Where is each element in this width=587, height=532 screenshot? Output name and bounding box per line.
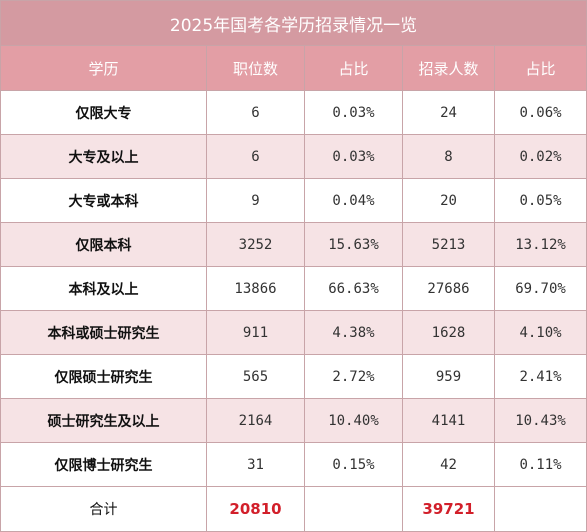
education-cell: 本科及以上: [0, 266, 207, 311]
total-label: 合计: [0, 486, 207, 532]
hires-share-cell: 2.41%: [493, 354, 587, 399]
table-title: 2025年国考各学历招录情况一览: [0, 0, 587, 46]
header-positions: 职位数: [206, 45, 305, 91]
table-row: 仅限大专 6 0.03% 24 0.06%: [0, 90, 587, 135]
total-hires: 39721: [402, 486, 495, 532]
hires-cell: 5213: [402, 222, 495, 267]
positions-cell: 6: [206, 134, 305, 179]
positions-cell: 6: [206, 90, 305, 135]
hires-cell: 1628: [402, 310, 495, 355]
total-row: 合计 20810 39721: [0, 486, 587, 532]
hires-cell: 42: [402, 442, 495, 487]
positions-cell: 31: [206, 442, 305, 487]
table-row: 本科及以上 13866 66.63% 27686 69.70%: [0, 266, 587, 311]
table-row: 硕士研究生及以上 2164 10.40% 4141 10.43%: [0, 398, 587, 443]
table-row: 大专及以上 6 0.03% 8 0.02%: [0, 134, 587, 179]
hires-cell: 24: [402, 90, 495, 135]
education-cell: 仅限博士研究生: [0, 442, 207, 487]
positions-share-cell: 15.63%: [304, 222, 403, 267]
positions-share-cell: 66.63%: [304, 266, 403, 311]
hires-share-cell: 13.12%: [493, 222, 587, 267]
education-cell: 硕士研究生及以上: [0, 398, 207, 443]
positions-share-cell: 10.40%: [304, 398, 403, 443]
education-cell: 仅限硕士研究生: [0, 354, 207, 399]
table-title-row: 2025年国考各学历招录情况一览: [0, 0, 587, 46]
hires-share-cell: 4.10%: [493, 310, 587, 355]
positions-share-cell: 0.15%: [304, 442, 403, 487]
positions-share-cell: 0.03%: [304, 134, 403, 179]
hires-share-cell: 0.06%: [493, 90, 587, 135]
positions-cell: 565: [206, 354, 305, 399]
hires-cell: 8: [402, 134, 495, 179]
positions-share-cell: 2.72%: [304, 354, 403, 399]
table-row: 仅限本科 3252 15.63% 5213 13.12%: [0, 222, 587, 267]
positions-cell: 13866: [206, 266, 305, 311]
total-hires-share: [493, 486, 587, 532]
table-row: 仅限硕士研究生 565 2.72% 959 2.41%: [0, 354, 587, 399]
education-cell: 大专及以上: [0, 134, 207, 179]
hires-share-cell: 0.02%: [493, 134, 587, 179]
positions-cell: 3252: [206, 222, 305, 267]
hires-cell: 27686: [402, 266, 495, 311]
positions-share-cell: 0.04%: [304, 178, 403, 223]
total-positions-share: [304, 486, 403, 532]
table-header-row: 学历 职位数 占比 招录人数 占比: [0, 45, 587, 91]
hires-cell: 20: [402, 178, 495, 223]
hires-share-cell: 0.05%: [493, 178, 587, 223]
hires-share-cell: 10.43%: [493, 398, 587, 443]
table-row: 仅限博士研究生 31 0.15% 42 0.11%: [0, 442, 587, 487]
positions-cell: 911: [206, 310, 305, 355]
hires-share-cell: 0.11%: [493, 442, 587, 487]
header-hires: 招录人数: [402, 45, 495, 91]
header-education: 学历: [0, 45, 207, 91]
header-hires-share: 占比: [493, 45, 587, 91]
hires-cell: 4141: [402, 398, 495, 443]
total-positions: 20810: [206, 486, 305, 532]
education-cell: 本科或硕士研究生: [0, 310, 207, 355]
positions-cell: 2164: [206, 398, 305, 443]
hires-cell: 959: [402, 354, 495, 399]
education-cell: 仅限本科: [0, 222, 207, 267]
education-cell: 大专或本科: [0, 178, 207, 223]
table-row: 本科或硕士研究生 911 4.38% 1628 4.10%: [0, 310, 587, 355]
table-row: 大专或本科 9 0.04% 20 0.05%: [0, 178, 587, 223]
header-positions-share: 占比: [304, 45, 403, 91]
hires-share-cell: 69.70%: [493, 266, 587, 311]
positions-share-cell: 0.03%: [304, 90, 403, 135]
positions-cell: 9: [206, 178, 305, 223]
positions-share-cell: 4.38%: [304, 310, 403, 355]
education-cell: 仅限大专: [0, 90, 207, 135]
